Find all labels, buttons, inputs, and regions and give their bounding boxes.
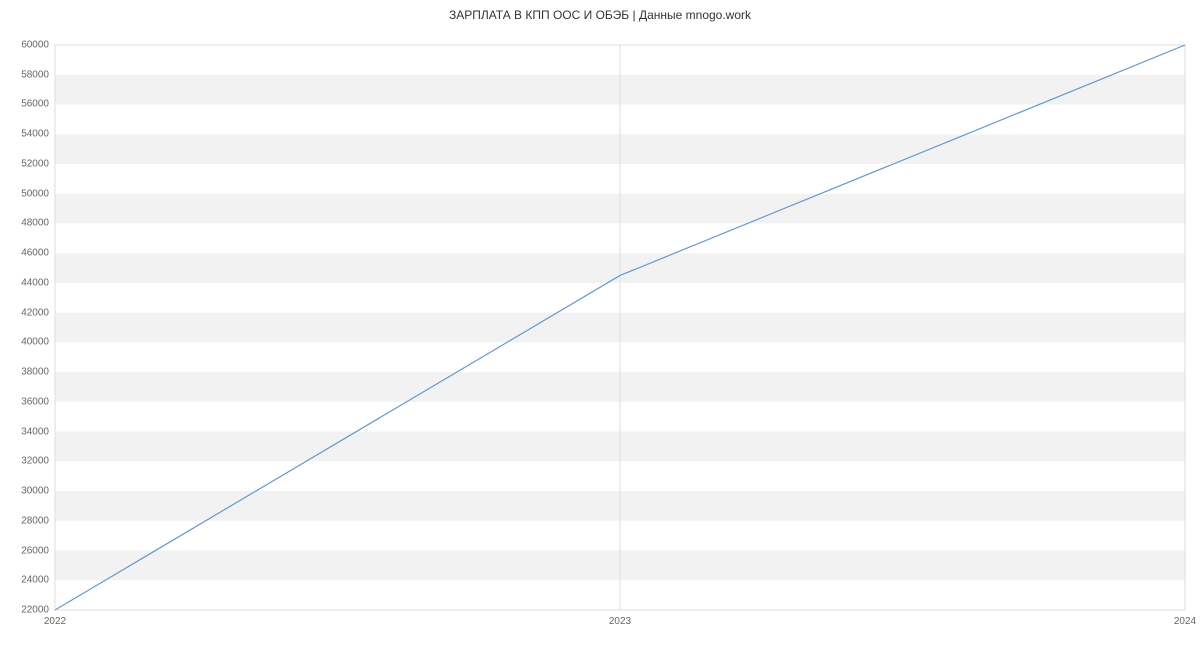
y-tick-label: 38000 [21, 367, 55, 378]
y-tick-label: 54000 [21, 129, 55, 140]
x-tick-label: 2022 [44, 610, 66, 627]
y-tick-label: 24000 [21, 575, 55, 586]
y-tick-label: 30000 [21, 486, 55, 497]
chart-plot-area: 2200024000260002800030000320003400036000… [55, 45, 1185, 610]
y-tick-label: 46000 [21, 248, 55, 259]
y-tick-label: 32000 [21, 456, 55, 467]
y-tick-label: 34000 [21, 426, 55, 437]
y-tick-label: 36000 [21, 396, 55, 407]
y-tick-label: 56000 [21, 99, 55, 110]
y-tick-label: 50000 [21, 188, 55, 199]
x-tick-label: 2023 [609, 610, 631, 627]
y-tick-label: 58000 [21, 69, 55, 80]
y-tick-label: 28000 [21, 515, 55, 526]
y-tick-label: 48000 [21, 218, 55, 229]
x-tick-label: 2024 [1174, 610, 1196, 627]
y-tick-label: 40000 [21, 337, 55, 348]
y-tick-label: 52000 [21, 158, 55, 169]
y-tick-label: 42000 [21, 307, 55, 318]
y-tick-label: 44000 [21, 277, 55, 288]
chart-title: ЗАРПЛАТА В КПП ООС И ОБЭБ | Данные mnogo… [0, 8, 1200, 22]
y-tick-label: 60000 [21, 40, 55, 51]
y-tick-label: 26000 [21, 545, 55, 556]
chart-svg [55, 45, 1185, 610]
